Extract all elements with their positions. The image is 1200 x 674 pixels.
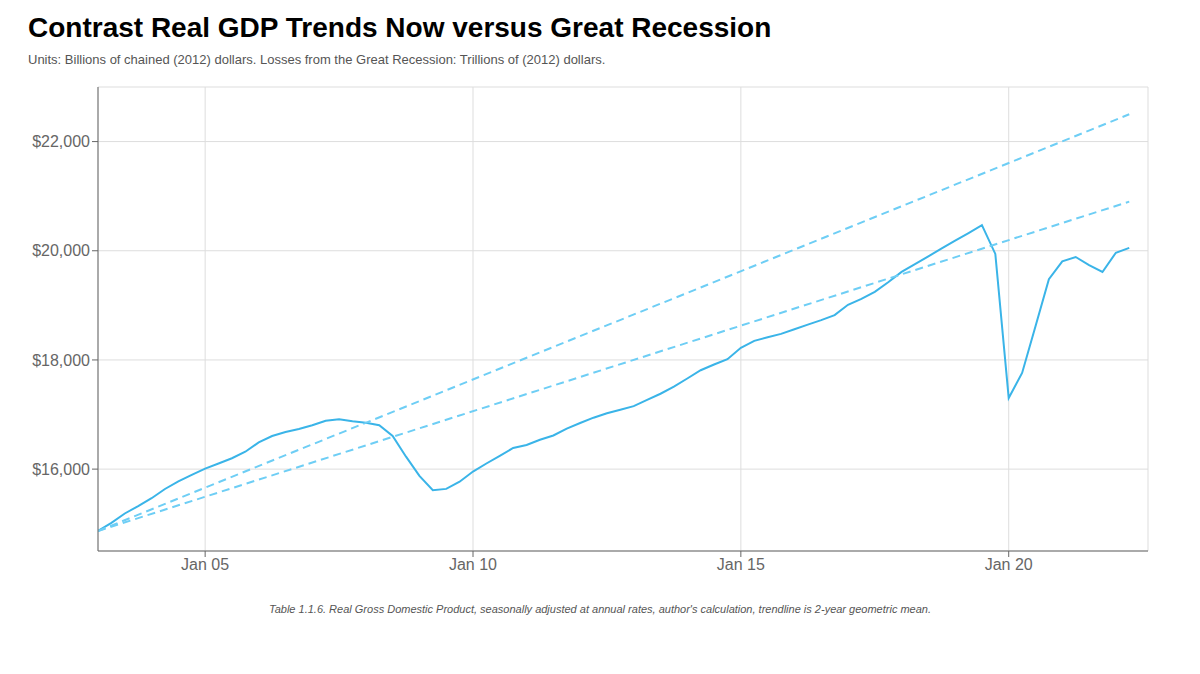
- svg-text:$20,000: $20,000: [32, 242, 90, 259]
- html-text:Table 1.1.6. Real Gross Domest: Table 1.1.6. Real Gross Domestic Product…: [269, 603, 931, 615]
- svg-text:$16,000: $16,000: [32, 461, 90, 478]
- svg-text:Jan 05: Jan 05: [181, 556, 229, 573]
- svg-text:Jan 20: Jan 20: [985, 556, 1033, 573]
- svg-text:Jan 10: Jan 10: [449, 556, 497, 573]
- svg-text:$18,000: $18,000: [32, 352, 90, 369]
- html-text:Contrast Real GDP Trends Now v: Contrast Real GDP Trends Now versus Grea…: [28, 12, 772, 43]
- svg-text:Jan 15: Jan 15: [717, 556, 765, 573]
- svg-text:$22,000: $22,000: [32, 133, 90, 150]
- html-text:Units: Billions of chained (20: Units: Billions of chained (2012) dollar…: [28, 52, 606, 67]
